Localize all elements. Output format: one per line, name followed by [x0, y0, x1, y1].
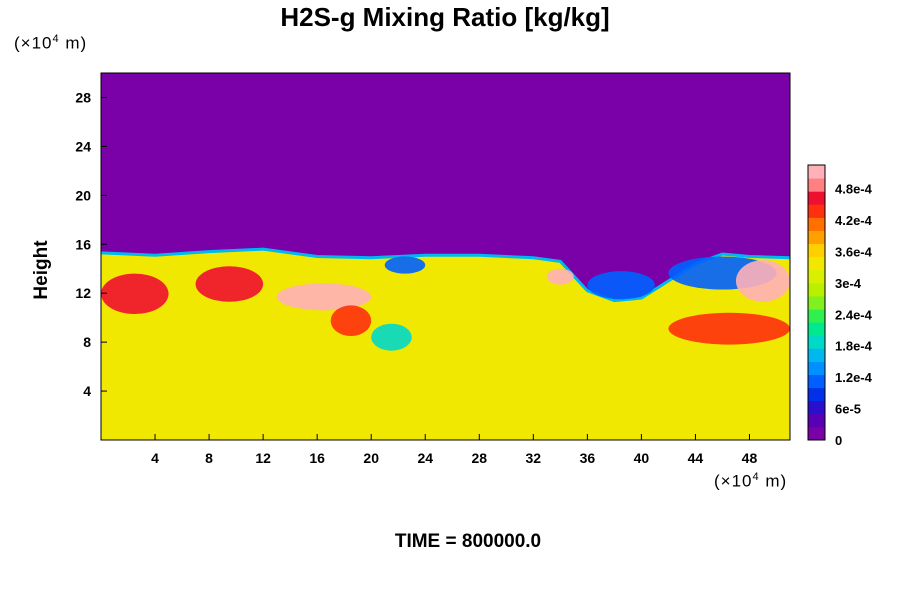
x-tick-label: 48: [742, 450, 758, 466]
x-tick-label: 12: [255, 450, 271, 466]
colorbar-swatch: [808, 426, 825, 441]
colorbar: 0 6e-5 1.2e-4 1.8e-4 2.4e-4 3e-4 3.6e-4 4.2e-4 4…: [807, 164, 873, 448]
colorbar-label: 1.2e-4: [835, 370, 873, 385]
y-tick-label: 8: [83, 334, 91, 350]
colorbar-swatch: [808, 230, 825, 245]
colorbar-swatch: [808, 204, 825, 218]
colorbar-swatch: [808, 191, 825, 205]
y-tick-label: 12: [75, 285, 91, 301]
colorbar-swatch: [808, 348, 825, 362]
x-unit-base: (×10: [714, 471, 753, 491]
plot-frame: [100, 72, 791, 441]
y-tick-label: 4: [83, 383, 91, 399]
x-tick-label: 36: [580, 450, 596, 466]
colorbar-frame: [807, 164, 826, 441]
colorbar-swatch: [808, 282, 825, 297]
highlight-region: [735, 260, 790, 302]
colorbar-swatch: [808, 243, 825, 258]
y-tick-label: 24: [75, 138, 91, 154]
x-unit-suffix: m): [759, 471, 788, 491]
colorbar-swatch: [808, 413, 825, 428]
colorbar-label: 3e-4: [835, 276, 862, 291]
colorbar-swatch: [808, 256, 825, 271]
colorbar-swatch: [808, 178, 825, 192]
x-tick-label: 20: [363, 450, 379, 466]
colorbar-label: 3.6e-4: [835, 244, 873, 259]
upper-region: [101, 73, 790, 301]
x-tick-label: 8: [205, 450, 213, 466]
y-unit-suffix: m): [59, 33, 88, 53]
colorbar-swatch: [808, 165, 825, 179]
x-axis-ticks: 4 8 12 16 20 24 28 32 36 40 44 48: [151, 434, 757, 466]
colorbar-label: 0: [835, 433, 842, 448]
x-tick-label: 40: [634, 450, 650, 466]
highlight-region: [546, 268, 574, 285]
y-unit-base: (×10: [14, 33, 53, 53]
highlight-region: [330, 305, 372, 337]
x-tick-label: 44: [688, 450, 704, 466]
colorbar-swatch: [808, 309, 825, 323]
colorbar-label: 2.4e-4: [835, 307, 873, 322]
x-tick-label: 24: [417, 450, 433, 466]
colorbar-swatch: [808, 295, 825, 310]
highlight-region: [371, 323, 412, 351]
highlight-region: [101, 273, 169, 314]
time-label: TIME = 800000.0: [394, 531, 542, 552]
chart-title: H2S-g Mixing Ratio [kg/kg]: [280, 2, 610, 32]
highlight-region: [668, 312, 790, 345]
colorbar-swatch: [808, 217, 825, 231]
x-unit-exponent: 4: [752, 471, 760, 483]
highlight-region: [384, 256, 426, 274]
y-axis-ticks: 4 8 12 16 20 24 28: [75, 89, 107, 399]
colorbar-swatch: [808, 335, 825, 349]
heatmap-field: [101, 73, 790, 440]
y-tick-label: 16: [75, 236, 91, 252]
colorbar-swatch: [808, 400, 825, 415]
colorbar-label: 4.2e-4: [835, 213, 873, 228]
x-axis-unit: (×104 m): [714, 471, 787, 492]
highlight-region: [195, 266, 264, 302]
x-tick-label: 28: [471, 450, 487, 466]
colorbar-swatch: [808, 361, 825, 376]
colorbar-label: 4.8e-4: [835, 182, 873, 197]
colorbar-label: 1.8e-4: [835, 339, 873, 354]
colorbar-swatch: [808, 374, 825, 389]
colorbar-label: 6e-5: [835, 402, 861, 417]
y-unit-exponent: 4: [52, 33, 60, 45]
x-tick-label: 4: [151, 450, 159, 466]
highlight-region: [587, 271, 655, 300]
x-tick-label: 16: [309, 450, 325, 466]
y-tick-label: 20: [75, 187, 91, 203]
y-tick-label: 28: [75, 89, 91, 105]
highlight-region: [276, 283, 372, 311]
colorbar-swatch: [808, 269, 825, 284]
x-tick-label: 32: [526, 450, 542, 466]
colorbar-swatch: [808, 387, 825, 402]
y-axis-unit: (×104 m): [14, 33, 87, 54]
colorbar-swatch: [808, 322, 825, 336]
